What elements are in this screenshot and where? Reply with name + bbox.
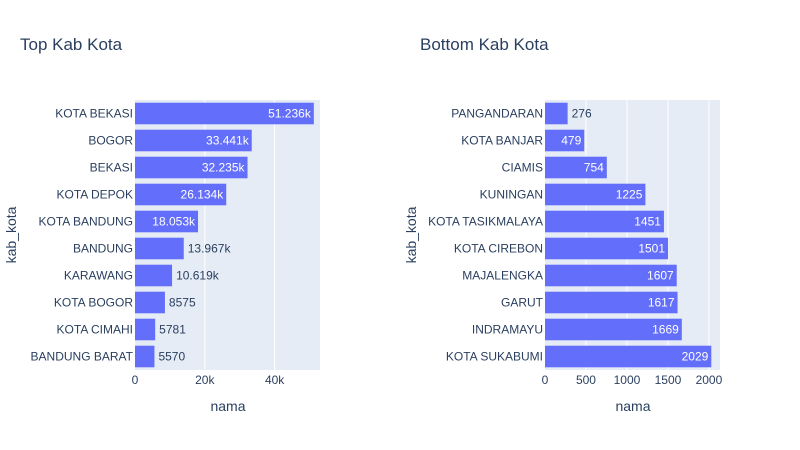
bottom-bar-value-label: 479 <box>561 134 581 148</box>
bottom-bar <box>545 156 607 179</box>
top-bar-value-label: 5570 <box>158 350 185 364</box>
top-y-tick-label: KOTA BOGOR <box>54 296 133 310</box>
top-y-tick-label: BANDUNG <box>73 242 133 256</box>
top-bar-value-label: 33.441k <box>206 134 250 148</box>
top-bar-value-label: 13.967k <box>188 242 232 256</box>
bottom-chart-title: Bottom Kab Kota <box>420 35 549 54</box>
bottom-bar-value-label: 1225 <box>616 188 643 202</box>
bottom-y-tick-label: KOTA SUKABUMI <box>446 350 543 364</box>
bottom-bar <box>545 237 669 260</box>
top-bar <box>135 210 199 233</box>
top-bar <box>135 318 156 341</box>
bottom-bar-value-label: 1669 <box>652 323 679 337</box>
top-bar-value-label: 32.235k <box>202 161 246 175</box>
top-x-tick-label: 40k <box>265 373 285 387</box>
top-chart-title: Top Kab Kota <box>20 35 123 54</box>
top-y-tick-label: KOTA CIMAHI <box>57 323 133 337</box>
top-y-tick-label: KOTA BANDUNG <box>39 215 133 229</box>
top-bar-value-label: 10.619k <box>176 269 220 283</box>
top-bar-value-label: 51.236k <box>268 107 312 121</box>
bottom-y-tick-label: MAJALENGKA <box>462 269 543 283</box>
bottom-bar-value-label: 1607 <box>647 269 674 283</box>
bottom-bar-value-label: 1617 <box>648 296 675 310</box>
top-bar <box>135 237 184 260</box>
top-bar <box>135 102 314 125</box>
top-bar <box>135 129 252 152</box>
top-x-tick-label: 20k <box>195 373 215 387</box>
bottom-x-tick-label: 2000 <box>696 373 723 387</box>
top-bar-value-label: 18.053k <box>152 215 196 229</box>
top-x-axis-title: nama <box>210 398 245 414</box>
bottom-bar-value-label: 2029 <box>682 350 709 364</box>
top-bar-value-label: 8575 <box>169 296 196 310</box>
bottom-bar-value-label: 754 <box>584 161 604 175</box>
top-y-tick-label: KOTA DEPOK <box>57 188 133 202</box>
bottom-bar <box>545 318 682 341</box>
top-bar <box>135 264 173 287</box>
top-x-tick-label: 0 <box>132 373 139 387</box>
top-y-tick-label: BEKASI <box>90 161 133 175</box>
bottom-x-axis-title: nama <box>615 398 650 414</box>
bottom-y-tick-label: KUNINGAN <box>480 188 543 202</box>
bottom-x-tick-label: 0 <box>542 373 549 387</box>
bottom-bar <box>545 183 646 206</box>
bottom-bar <box>545 102 568 125</box>
top-bar-value-label: 5781 <box>159 323 186 337</box>
bottom-bar-value-label: 1451 <box>634 215 661 229</box>
top-bar <box>135 291 165 314</box>
bottom-x-tick-label: 1500 <box>655 373 682 387</box>
bottom-bar <box>545 291 678 314</box>
bottom-y-tick-label: KOTA BANJAR <box>461 134 543 148</box>
bottom-x-tick-label: 1000 <box>614 373 641 387</box>
top-y-tick-label: BOGOR <box>88 134 133 148</box>
bottom-y-tick-label: CIAMIS <box>502 161 543 175</box>
top-bar-value-label: 26.134k <box>181 188 225 202</box>
bottom-y-tick-label: GARUT <box>501 296 544 310</box>
top-bar <box>135 156 248 179</box>
bottom-bar-value-label: 276 <box>572 107 592 121</box>
top-y-tick-label: KOTA BEKASI <box>55 107 133 121</box>
bottom-bar <box>545 210 664 233</box>
bottom-y-tick-label: KOTA TASIKMALAYA <box>428 215 543 229</box>
bottom-bar <box>545 264 677 287</box>
top-y-tick-label: BANDUNG BARAT <box>31 350 134 364</box>
bottom-x-tick-label: 500 <box>576 373 596 387</box>
bottom-bar <box>545 345 712 368</box>
bottom-y-axis-title: kab_kota <box>403 206 419 263</box>
top-y-axis-title: kab_kota <box>3 206 19 263</box>
bottom-bar <box>545 129 585 152</box>
bottom-y-tick-label: PANGANDARAN <box>451 107 543 121</box>
bottom-y-tick-label: KOTA CIREBON <box>454 242 543 256</box>
top-y-tick-label: KARAWANG <box>64 269 133 283</box>
top-bar <box>135 345 155 368</box>
bottom-y-tick-label: INDRAMAYU <box>472 323 543 337</box>
top-bar <box>135 183 227 206</box>
bottom-bar-value-label: 1501 <box>638 242 665 256</box>
